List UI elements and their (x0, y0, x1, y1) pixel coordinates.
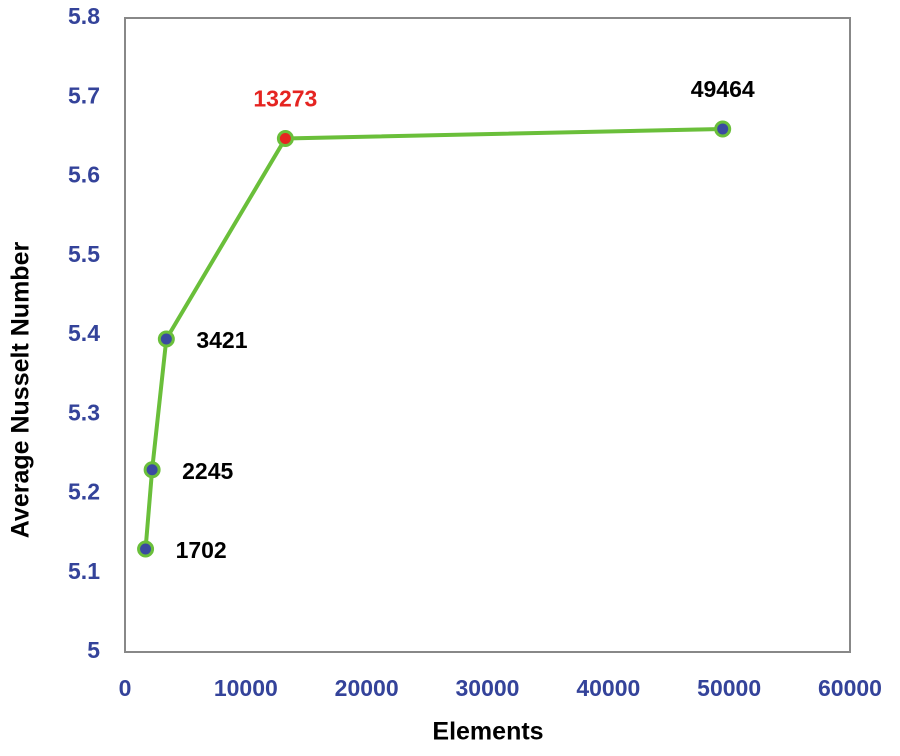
data-label: 1702 (176, 537, 227, 563)
data-label: 49464 (691, 76, 755, 102)
data-label: 13273 (253, 86, 317, 112)
y-tick-label: 5.2 (68, 479, 100, 505)
x-axis-title: Elements (432, 718, 543, 746)
x-tick-label: 10000 (214, 675, 278, 701)
y-tick-label: 5.1 (68, 558, 100, 584)
y-tick-label: 5.7 (68, 82, 100, 108)
y-axis-title: Average Nusselt Number (7, 242, 35, 539)
y-tick-label: 5.4 (68, 320, 100, 346)
y-tick-label: 5 (87, 637, 100, 663)
data-label: 2245 (182, 458, 233, 484)
x-tick-label: 40000 (576, 675, 640, 701)
y-tick-label: 5.5 (68, 241, 100, 267)
data-point (143, 461, 161, 479)
y-tick-label: 5.8 (68, 3, 100, 29)
data-point (137, 540, 155, 558)
data-point (157, 330, 175, 348)
data-label: 3421 (196, 327, 247, 353)
data-point (276, 129, 294, 147)
data-point (714, 120, 732, 138)
x-tick-label: 50000 (697, 675, 761, 701)
x-tick-label: 20000 (335, 675, 399, 701)
y-tick-label: 5.6 (68, 162, 100, 188)
y-tick-label: 5.3 (68, 399, 100, 425)
x-tick-label: 30000 (456, 675, 520, 701)
x-tick-label: 0 (119, 675, 132, 701)
x-tick-label: 60000 (818, 675, 882, 701)
